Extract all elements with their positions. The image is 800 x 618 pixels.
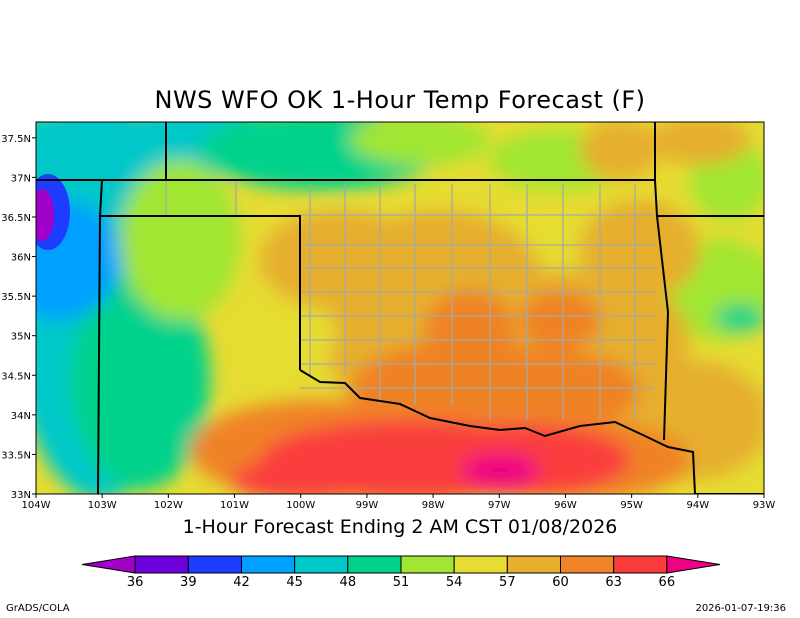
x-tick-label: 103W xyxy=(88,500,117,511)
forecast-subtitle: 1-Hour Forecast Ending 2 AM CST 01/08/20… xyxy=(182,516,618,538)
y-tick-label: 33N xyxy=(11,490,31,501)
colorbar-label: 60 xyxy=(552,575,569,590)
y-tick-label: 36N xyxy=(11,253,31,264)
x-tick-label: 104W xyxy=(22,500,51,511)
colorbar-label: 54 xyxy=(446,575,463,590)
colorbar-label: 39 xyxy=(180,575,197,590)
colorbar-swatch xyxy=(187,555,242,574)
y-tick-label: 35.5N xyxy=(1,292,31,303)
colorbar-label: 48 xyxy=(340,575,357,590)
county-boundaries xyxy=(165,180,655,420)
colorbar-label: 57 xyxy=(499,575,516,590)
colorbar-swatch xyxy=(241,555,296,574)
colorbar-swatch xyxy=(666,555,721,574)
x-tick-label: 102W xyxy=(154,500,183,511)
state-boundaries xyxy=(36,122,764,494)
x-tick-label: 97W xyxy=(488,500,511,511)
longitude-axis: 104W 103W 102W 101W 100W 99W 98W 97W 96W 95W 94W 93… xyxy=(22,494,776,511)
latitude-axis: 33N 33.5N 34N 34.5N 35N 35.5N 36N 36.5N 37N 37.5N xyxy=(1,134,36,501)
colorbar-swatch xyxy=(560,555,615,574)
plot-frame xyxy=(35,121,765,495)
x-tick-label: 93W xyxy=(753,500,776,511)
x-tick-label: 100W xyxy=(286,500,315,511)
y-tick-label: 34N xyxy=(11,411,31,422)
x-tick-label: 101W xyxy=(220,500,249,511)
y-tick-label: 36.5N xyxy=(1,213,31,224)
colorbar-swatch xyxy=(400,555,455,574)
y-tick-label: 34.5N xyxy=(1,371,31,382)
y-tick-label: 35N xyxy=(11,332,31,343)
y-tick-label: 37.5N xyxy=(1,134,31,145)
colorbar-label: 36 xyxy=(127,575,144,590)
x-tick-label: 99W xyxy=(356,500,379,511)
generation-timestamp: 2026-01-07-19:36 xyxy=(695,603,786,614)
y-tick-label: 33.5N xyxy=(1,450,31,461)
x-tick-label: 98W xyxy=(422,500,445,511)
colorbar: 36 39 42 45 48 51 54 57 60 63 66 xyxy=(81,555,721,590)
colorbar-swatch xyxy=(81,555,136,574)
x-tick-label: 95W xyxy=(620,500,643,511)
map-title: NWS WFO OK 1-Hour Temp Forecast (F) xyxy=(154,86,646,114)
colorbar-label: 45 xyxy=(286,575,303,590)
colorbar-swatch xyxy=(613,555,668,574)
colorbar-label: 63 xyxy=(605,575,622,590)
software-credit: GrADS/COLA xyxy=(6,603,70,614)
colorbar-label: 66 xyxy=(659,575,676,590)
colorbar-swatch xyxy=(347,555,402,574)
x-tick-label: 96W xyxy=(554,500,577,511)
colorbar-swatch xyxy=(134,555,189,574)
x-tick-label: 94W xyxy=(687,500,710,511)
colorbar-label: 51 xyxy=(393,575,410,590)
temperature-field xyxy=(36,122,764,494)
y-tick-label: 37N xyxy=(11,173,31,184)
colorbar-swatch xyxy=(294,555,349,574)
colorbar-label: 42 xyxy=(233,575,250,590)
colorbar-swatch xyxy=(506,555,561,574)
colorbar-swatch xyxy=(453,555,508,574)
